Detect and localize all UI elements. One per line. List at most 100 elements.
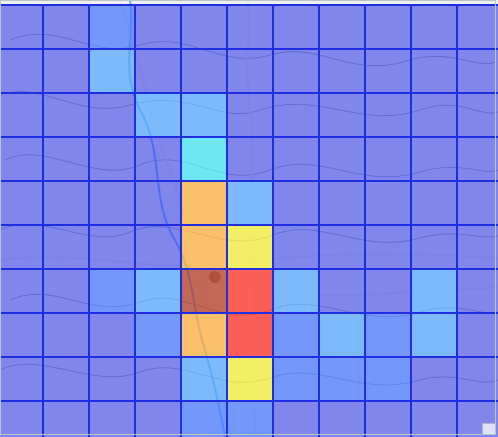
heatmap-cell xyxy=(272,136,320,182)
heatmap-cell xyxy=(134,4,182,50)
heatmap-cell xyxy=(88,268,136,314)
heatmap-cell xyxy=(180,400,228,437)
heatmap-cell xyxy=(318,224,366,270)
heatmap-cell xyxy=(88,48,136,94)
heatmap-cell xyxy=(42,312,90,358)
heatmap-cell xyxy=(272,92,320,138)
heatmap-cell xyxy=(0,224,44,270)
heatmap-cell xyxy=(134,268,182,314)
heatmap-cell xyxy=(0,268,44,314)
heatmap-cell xyxy=(42,92,90,138)
heatmap-cell xyxy=(410,356,458,402)
heatmap-cell xyxy=(88,224,136,270)
location-marker[interactable] xyxy=(209,271,221,283)
heatmap-cell xyxy=(42,400,90,437)
heatmap-cell xyxy=(42,4,90,50)
heatmap-cell xyxy=(272,268,320,314)
heatmap-cell xyxy=(134,356,182,402)
heatmap-cell xyxy=(134,92,182,138)
heatmap-cell xyxy=(318,136,366,182)
heatmap-cell xyxy=(318,400,366,437)
heatmap-cell xyxy=(226,268,274,314)
heatmap-cell xyxy=(134,180,182,226)
heatmap-cell xyxy=(0,180,44,226)
heatmap-cell xyxy=(272,312,320,358)
heatmap-cell xyxy=(456,180,498,226)
heatmap-cell xyxy=(0,136,44,182)
heatmap-cell xyxy=(272,356,320,402)
heatmap-cell xyxy=(134,224,182,270)
heatmap-cell xyxy=(88,400,136,437)
heatmap-cell xyxy=(42,136,90,182)
heatmap-cell xyxy=(364,136,412,182)
heatmap-cell xyxy=(88,356,136,402)
heatmap-cell xyxy=(226,400,274,437)
heatmap-cell xyxy=(88,4,136,50)
heatmap-cell xyxy=(0,92,44,138)
heatmap-cell xyxy=(410,312,458,358)
heatmap-cell xyxy=(456,312,498,358)
heatmap-cell xyxy=(88,180,136,226)
heatmap-cell xyxy=(456,356,498,402)
heatmap-cell xyxy=(42,180,90,226)
map-attribution-badge[interactable] xyxy=(482,423,496,435)
heatmap-cell xyxy=(364,48,412,94)
heatmap-cell xyxy=(226,312,274,358)
heatmap-cell xyxy=(272,400,320,437)
heatmap-cell xyxy=(42,48,90,94)
heatmap-cell xyxy=(226,224,274,270)
heatmap-cell xyxy=(180,48,228,94)
heatmap-cell xyxy=(180,4,228,50)
heatmap-cell xyxy=(134,48,182,94)
heatmap-cell xyxy=(318,4,366,50)
heatmap-cell xyxy=(318,356,366,402)
heatmap-cell xyxy=(272,4,320,50)
heatmap-cell xyxy=(364,224,412,270)
heatmap-cell xyxy=(272,48,320,94)
heatmap-cell xyxy=(456,4,498,50)
heatmap-cell xyxy=(410,224,458,270)
heatmap-cell xyxy=(134,136,182,182)
heatmap-cell xyxy=(134,312,182,358)
heatmap-cell xyxy=(364,180,412,226)
heatmap-cell xyxy=(410,136,458,182)
heatmap-cell xyxy=(456,92,498,138)
heatmap-cell xyxy=(410,4,458,50)
heatmap-cell xyxy=(226,92,274,138)
heatmap-cell xyxy=(0,312,44,358)
heatmap-cell xyxy=(88,312,136,358)
heatmap-cell xyxy=(318,180,366,226)
heatmap-cell xyxy=(364,356,412,402)
heatmap-cell xyxy=(226,4,274,50)
heatmap-cell xyxy=(180,312,228,358)
heatmap-cell xyxy=(364,4,412,50)
heatmap-cell xyxy=(42,268,90,314)
heatmap-cell xyxy=(364,268,412,314)
heatmap-cell xyxy=(318,268,366,314)
heatmap-cell xyxy=(410,92,458,138)
heatmap-cell xyxy=(364,92,412,138)
heatmap-cell xyxy=(226,356,274,402)
heatmap-cell xyxy=(0,48,44,94)
heatmap-cell xyxy=(88,136,136,182)
heatmap-cell xyxy=(180,180,228,226)
heatmap-cell xyxy=(88,92,136,138)
heatmap-cell xyxy=(134,400,182,437)
heatmap-cell xyxy=(180,92,228,138)
heatmap-cell xyxy=(0,356,44,402)
heatmap-cell xyxy=(272,224,320,270)
heatmap-cell xyxy=(226,136,274,182)
heatmap-cell xyxy=(226,180,274,226)
heatmap-cell xyxy=(226,48,274,94)
heatmap-cell xyxy=(0,400,44,437)
heatmap-cell xyxy=(318,48,366,94)
heatmap-cell xyxy=(318,312,366,358)
heatmap-cell xyxy=(0,4,44,50)
heatmap-cell xyxy=(456,224,498,270)
heatmap-cell xyxy=(410,400,458,437)
heatmap-cell xyxy=(364,312,412,358)
heatmap-cell xyxy=(180,136,228,182)
heatmap-cell xyxy=(180,224,228,270)
heatmap-grid xyxy=(0,4,498,437)
